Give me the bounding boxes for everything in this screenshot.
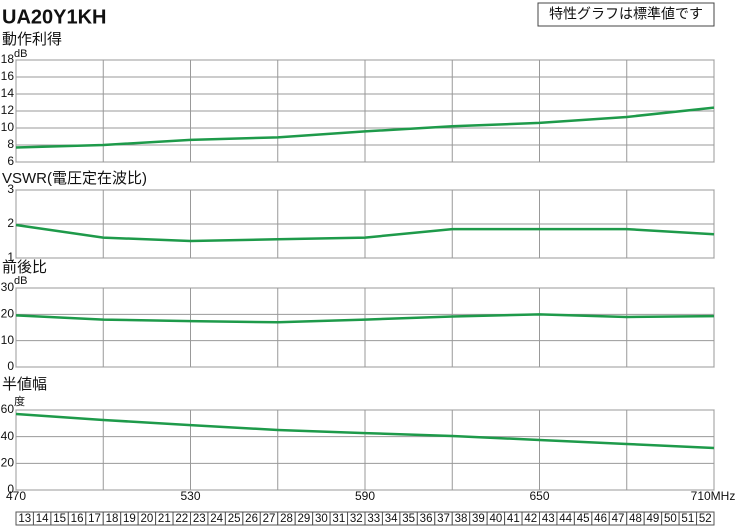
channel-label: 31 [332, 513, 345, 525]
channel-label: 50 [664, 513, 677, 525]
data-line [15, 412, 715, 450]
channel-label: 40 [489, 513, 502, 525]
channel-label: 22 [175, 513, 188, 525]
data-line [15, 106, 715, 149]
y-tick-label: 0 [7, 482, 14, 496]
y-tick-label: 2 [7, 216, 14, 230]
y-tick-label: 20 [1, 456, 15, 470]
channel-label: 44 [559, 513, 572, 525]
panel-title: 半値幅 [2, 376, 47, 393]
unit-label: 度 [14, 394, 25, 408]
channel-label: 16 [71, 513, 84, 525]
data-line [15, 313, 715, 324]
channel-cell [696, 511, 715, 526]
unit-label: dB [14, 48, 27, 60]
channel-label: 23 [193, 513, 206, 525]
data-line [15, 223, 715, 243]
channel-label: 36 [420, 513, 433, 525]
channel-label: 33 [367, 513, 380, 525]
channel-label: 30 [315, 513, 328, 525]
y-tick-label: 6 [7, 154, 14, 168]
x-tick-label: 710MHz [691, 489, 736, 503]
channel-label: 37 [437, 513, 450, 525]
panel-title: 前後比 [2, 259, 47, 276]
channel-label: 34 [385, 513, 398, 525]
x-tick-label: 590 [355, 489, 375, 503]
note-box [537, 2, 715, 27]
channel-label: 45 [577, 513, 590, 525]
channel-label: 41 [507, 513, 520, 525]
channel-label: 38 [455, 513, 468, 525]
channel-label: 18 [106, 513, 119, 525]
channel-label: 21 [158, 513, 171, 525]
channel-label: 46 [594, 513, 607, 525]
y-tick-label: 0 [7, 359, 14, 373]
unit-label: dB [14, 275, 27, 287]
y-tick-label: 60 [1, 402, 15, 416]
channel-label: 49 [647, 513, 660, 525]
channel-label: 14 [36, 513, 49, 525]
y-tick-label: 1 [7, 250, 14, 264]
channel-label: 32 [350, 513, 363, 525]
channel-label: 29 [298, 513, 311, 525]
channel-label: 19 [123, 513, 136, 525]
x-tick-label: 470 [6, 489, 26, 503]
y-tick-label: 30 [1, 280, 15, 294]
y-tick-label: 10 [1, 120, 15, 134]
y-tick-label: 8 [7, 137, 14, 151]
channel-label: 43 [542, 513, 555, 525]
channel-label: 13 [18, 513, 31, 525]
channel-label: 20 [140, 513, 153, 525]
y-tick-label: 14 [1, 86, 15, 100]
channel-label: 48 [629, 513, 642, 525]
channel-label: 28 [280, 513, 293, 525]
y-tick-label: 3 [7, 182, 14, 196]
note: 特性グラフは標準値です [549, 6, 703, 22]
channel-label: 24 [210, 513, 223, 525]
y-tick-label: 12 [1, 103, 15, 117]
channel-label: 25 [228, 513, 241, 525]
y-tick-label: 10 [1, 333, 15, 347]
x-tick-label: 650 [529, 489, 549, 503]
y-tick-label: 18 [1, 52, 15, 66]
channel-label: 15 [53, 513, 66, 525]
channel-label: 39 [472, 513, 485, 525]
channel-label: 47 [612, 513, 625, 525]
channel-label: 35 [402, 513, 415, 525]
channel-label: 52 [699, 513, 712, 525]
channel-label: 27 [263, 513, 276, 525]
page-title: UA20Y1KH [2, 6, 106, 28]
y-tick-label: 16 [1, 69, 15, 83]
y-tick-label: 20 [1, 307, 15, 321]
x-tick-label: 530 [180, 489, 200, 503]
channel-label: 17 [88, 513, 101, 525]
panel-title: VSWR(電圧定在波比) [2, 170, 147, 187]
channel-label: 42 [524, 513, 537, 525]
channel-label: 26 [245, 513, 258, 525]
y-tick-label: 40 [1, 429, 15, 443]
channel-label: 51 [681, 513, 694, 525]
panel-title: 動作利得 [2, 31, 62, 48]
